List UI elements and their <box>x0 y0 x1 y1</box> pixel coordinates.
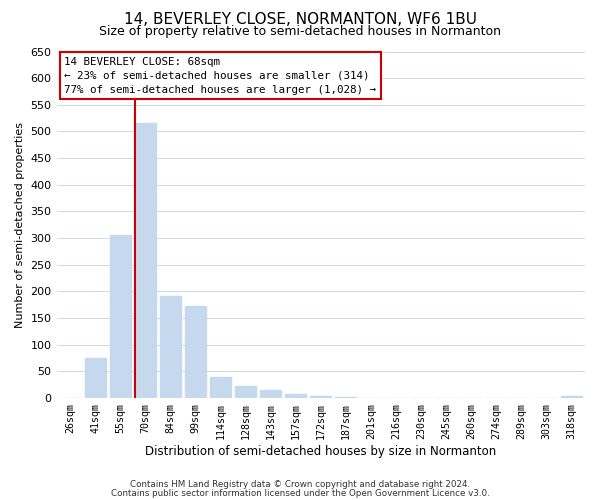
Bar <box>85 358 106 398</box>
Bar <box>160 296 181 398</box>
Text: 14, BEVERLEY CLOSE, NORMANTON, WF6 1BU: 14, BEVERLEY CLOSE, NORMANTON, WF6 1BU <box>124 12 476 28</box>
Bar <box>210 377 231 398</box>
X-axis label: Distribution of semi-detached houses by size in Normanton: Distribution of semi-detached houses by … <box>145 444 496 458</box>
Bar <box>560 396 582 398</box>
Bar <box>310 396 331 398</box>
Text: Contains public sector information licensed under the Open Government Licence v3: Contains public sector information licen… <box>110 488 490 498</box>
Bar <box>285 394 307 398</box>
Bar <box>235 386 256 398</box>
Bar <box>260 390 281 398</box>
Y-axis label: Number of semi-detached properties: Number of semi-detached properties <box>15 122 25 328</box>
Bar <box>185 306 206 398</box>
Text: Contains HM Land Registry data © Crown copyright and database right 2024.: Contains HM Land Registry data © Crown c… <box>130 480 470 489</box>
Bar <box>110 236 131 398</box>
Bar <box>135 124 156 398</box>
Text: Size of property relative to semi-detached houses in Normanton: Size of property relative to semi-detach… <box>99 25 501 38</box>
Text: 14 BEVERLEY CLOSE: 68sqm
← 23% of semi-detached houses are smaller (314)
77% of : 14 BEVERLEY CLOSE: 68sqm ← 23% of semi-d… <box>64 56 376 94</box>
Bar <box>335 397 356 398</box>
